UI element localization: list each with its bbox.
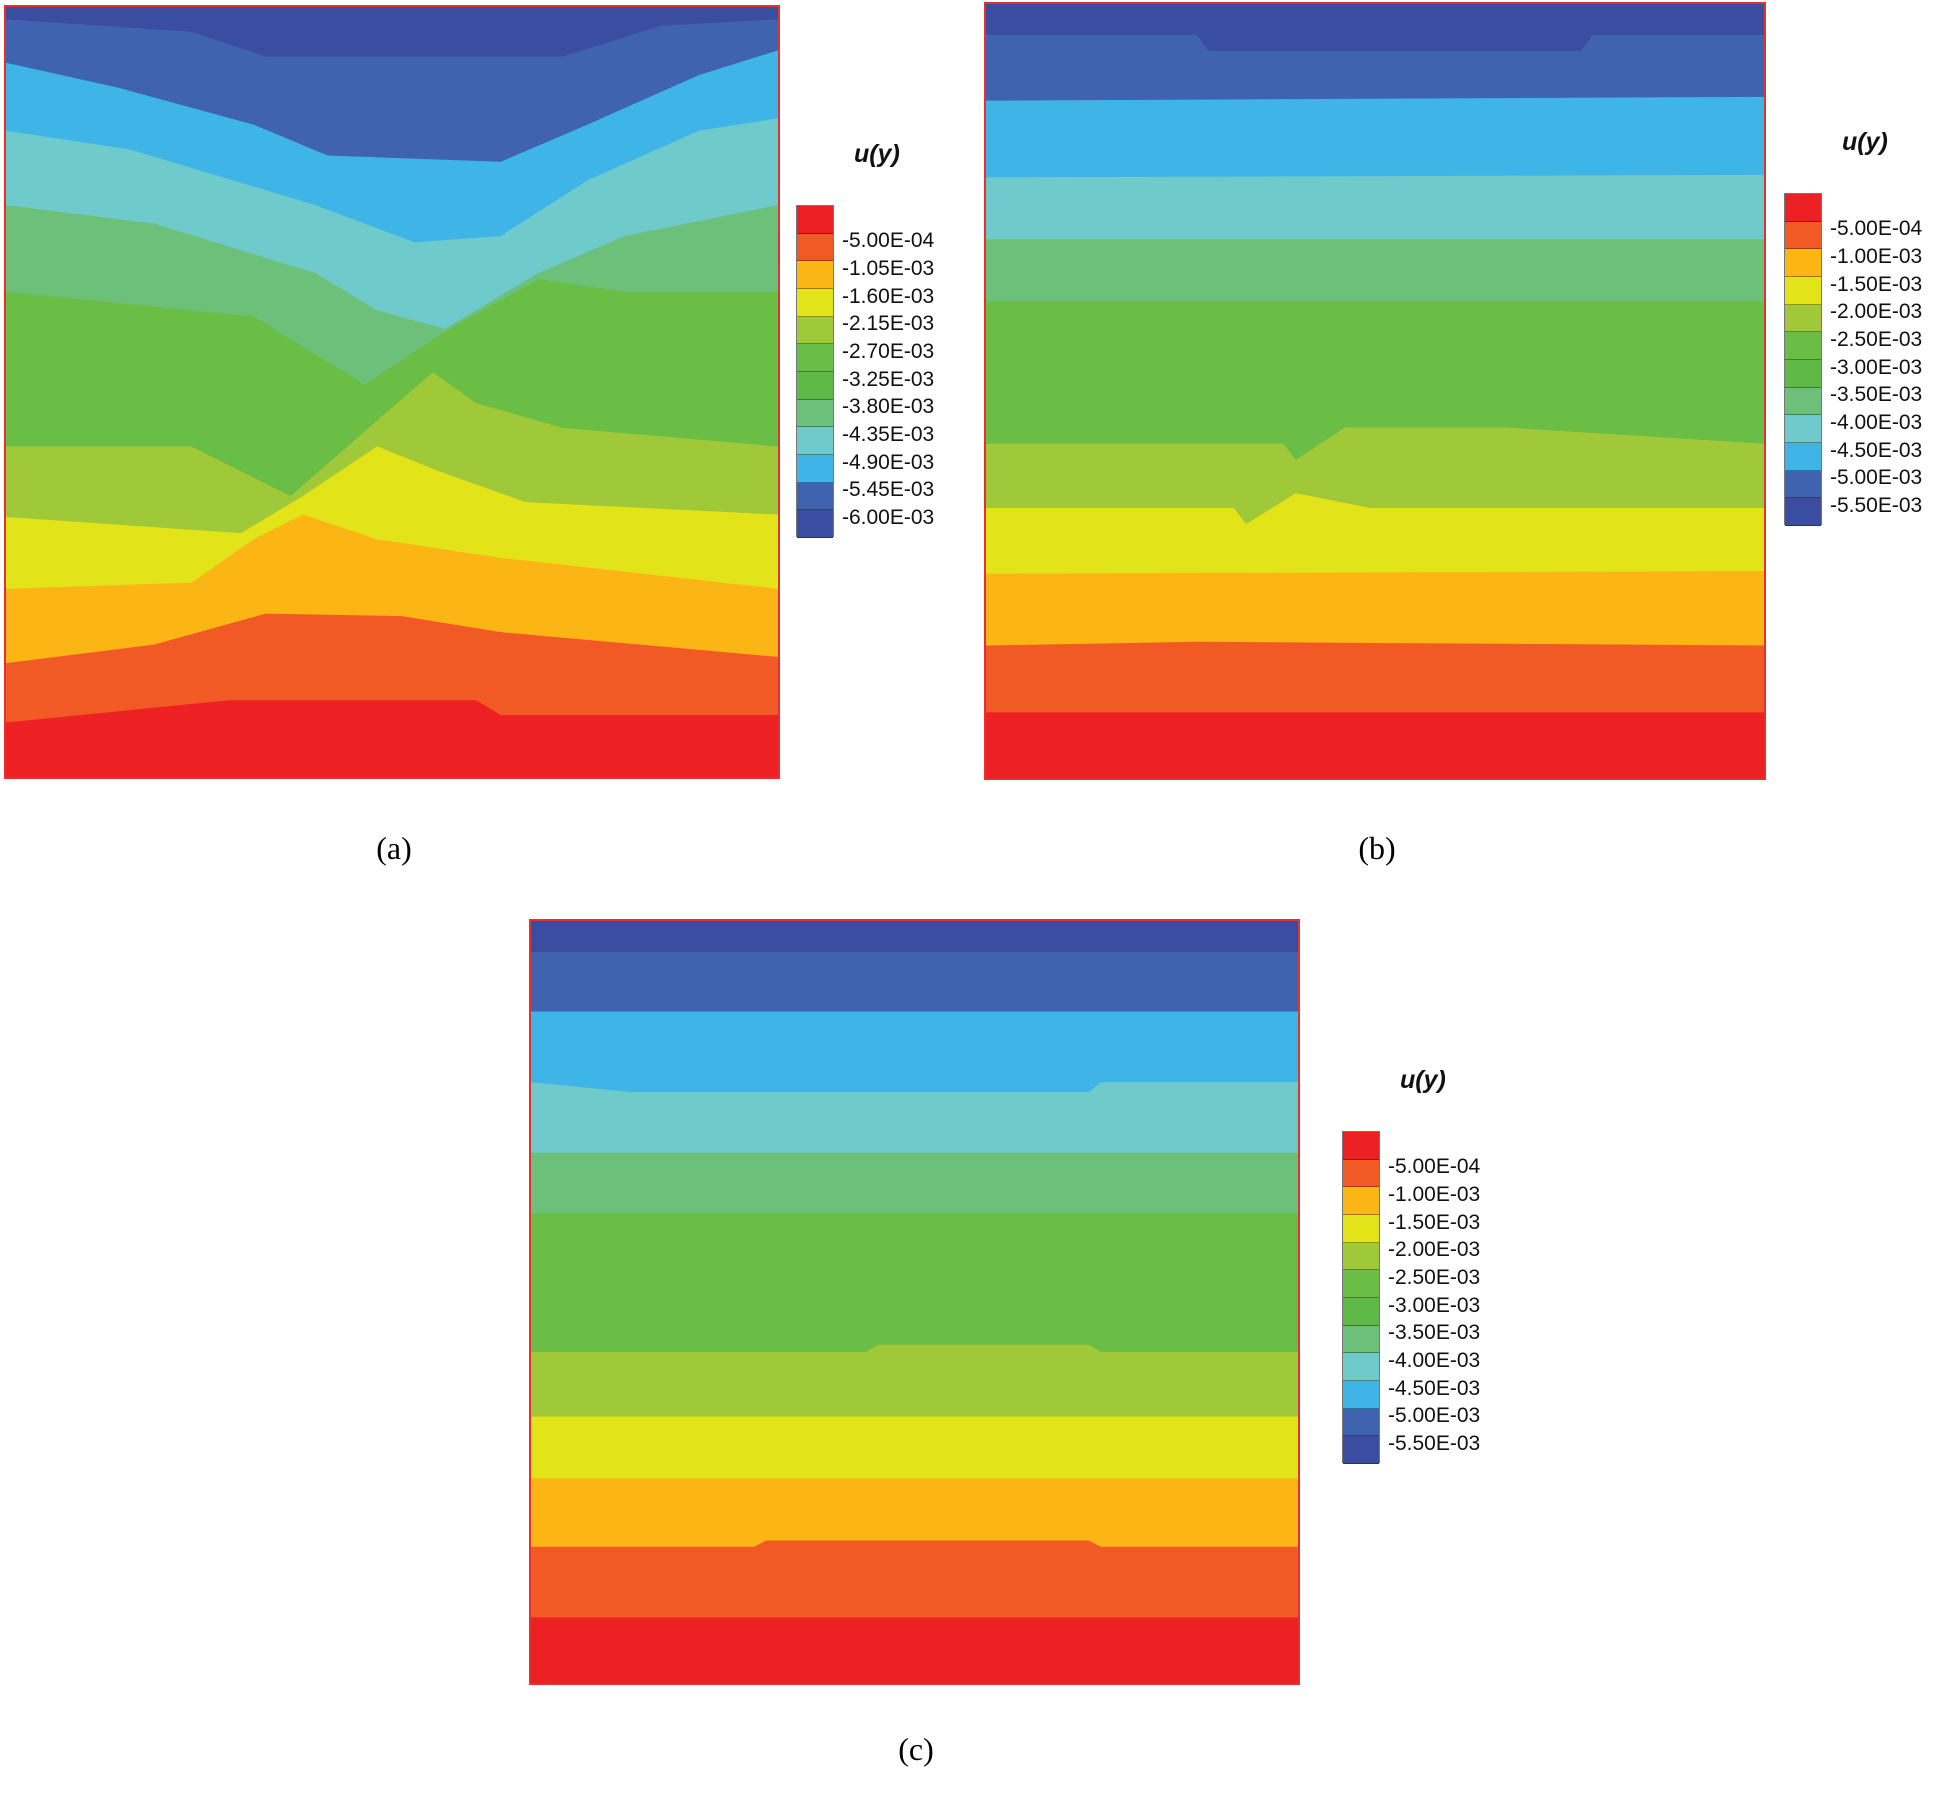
- legend-label: -2.00E-03: [1830, 300, 1923, 324]
- legend-label: -1.00E-03: [1830, 245, 1923, 269]
- legend-swatch: [797, 289, 833, 317]
- legend-swatch: [1785, 470, 1821, 499]
- caption-c: (c): [898, 1731, 934, 1767]
- legend-swatch: [797, 316, 833, 345]
- legend-swatch: [1785, 498, 1821, 526]
- legend-label: -5.50E-03: [1388, 1432, 1481, 1456]
- legend-swatch: [1343, 1353, 1379, 1381]
- legend-swatch: [1785, 194, 1821, 222]
- legend-swatch: [797, 372, 833, 400]
- legend-label: -3.00E-03: [1388, 1293, 1481, 1317]
- caption-b: (b): [1358, 830, 1396, 866]
- legend-label: -1.50E-03: [1830, 272, 1923, 296]
- legend-swatch: [797, 455, 833, 483]
- legend-swatch: [1343, 1242, 1379, 1271]
- legend-swatch: [1785, 360, 1821, 388]
- legend-label: -1.00E-03: [1388, 1183, 1481, 1207]
- legend-label: -5.50E-03: [1830, 494, 1923, 518]
- legend-swatch: [1785, 387, 1821, 416]
- legend-label: -6.00E-03: [842, 506, 935, 530]
- legend-swatch: [797, 206, 833, 234]
- legend-swatch: [1785, 415, 1821, 443]
- legend-swatch: [1343, 1436, 1379, 1464]
- legend-label: -4.35E-03: [842, 423, 935, 447]
- legend-swatch: [1785, 277, 1821, 305]
- legend-label: -1.60E-03: [842, 284, 935, 308]
- contour-band: [986, 712, 1764, 778]
- legend-swatch: [797, 233, 833, 262]
- contour-plot-c: [529, 919, 1300, 1685]
- legend-swatch: [797, 427, 833, 455]
- legend-color-bar: [1784, 193, 1822, 526]
- legend-swatch: [797, 482, 833, 511]
- legend-swatch: [1343, 1298, 1379, 1326]
- legend-label: -2.00E-03: [1388, 1238, 1481, 1262]
- legend-label: -2.50E-03: [1830, 328, 1923, 352]
- legend-label: -5.45E-03: [842, 478, 935, 502]
- legend-label: -2.70E-03: [842, 340, 935, 364]
- legend-label: -2.50E-03: [1388, 1266, 1481, 1290]
- legend-label: -5.00E-03: [1388, 1404, 1481, 1428]
- legend-label: -5.00E-03: [1830, 466, 1923, 490]
- legend-swatch: [1785, 443, 1821, 471]
- legend-label: -3.00E-03: [1830, 355, 1923, 379]
- legend-swatch: [1343, 1325, 1379, 1354]
- contour-svg-c: [531, 921, 1298, 1683]
- legend-swatch: [797, 344, 833, 372]
- contour-band: [531, 1617, 1298, 1683]
- legend-label: -1.05E-03: [842, 257, 935, 281]
- legend-label: -5.00E-04: [842, 229, 935, 253]
- legend-color-bar: [796, 205, 834, 538]
- legend-label: -2.15E-03: [842, 312, 935, 336]
- contour-plot-a: [4, 5, 780, 779]
- legend-swatch: [1343, 1270, 1379, 1298]
- legend-swatch: [797, 261, 833, 289]
- legend-title: u(y): [1400, 1066, 1446, 1094]
- legend-swatch: [1343, 1132, 1379, 1160]
- legend-label: -5.00E-04: [1388, 1155, 1481, 1179]
- legend-label: -4.90E-03: [842, 450, 935, 474]
- legend-label: -3.50E-03: [1830, 383, 1923, 407]
- legend-label: -4.50E-03: [1388, 1376, 1481, 1400]
- caption-a: (a): [376, 830, 412, 866]
- legend-label: -3.25E-03: [842, 367, 935, 391]
- legend-label: -3.50E-03: [1388, 1321, 1481, 1345]
- legend-swatch: [797, 399, 833, 428]
- legend-swatch: [1343, 1187, 1379, 1215]
- legend-swatch: [1343, 1381, 1379, 1409]
- legend-color-bar: [1342, 1131, 1380, 1464]
- legend-swatch: [1785, 304, 1821, 333]
- contour-band: [6, 700, 778, 777]
- contour-svg-a: [6, 7, 778, 777]
- legend-swatch: [1343, 1408, 1379, 1437]
- legend-label: -4.00E-03: [1388, 1349, 1481, 1373]
- legend-label: -1.50E-03: [1388, 1210, 1481, 1234]
- legend-swatch: [1785, 221, 1821, 250]
- legend-label: -5.00E-04: [1830, 217, 1923, 241]
- legend-swatch: [797, 510, 833, 538]
- contour-plot-b: [984, 2, 1766, 780]
- legend-swatch: [1785, 249, 1821, 277]
- legend-swatch: [1343, 1159, 1379, 1188]
- legend-title: u(y): [854, 140, 900, 168]
- legend-label: -3.80E-03: [842, 395, 935, 419]
- legend-title: u(y): [1842, 128, 1888, 156]
- legend-swatch: [1343, 1215, 1379, 1243]
- legend-label: -4.00E-03: [1830, 411, 1923, 435]
- contour-svg-b: [986, 4, 1764, 778]
- legend-swatch: [1785, 332, 1821, 360]
- legend-label: -4.50E-03: [1830, 438, 1923, 462]
